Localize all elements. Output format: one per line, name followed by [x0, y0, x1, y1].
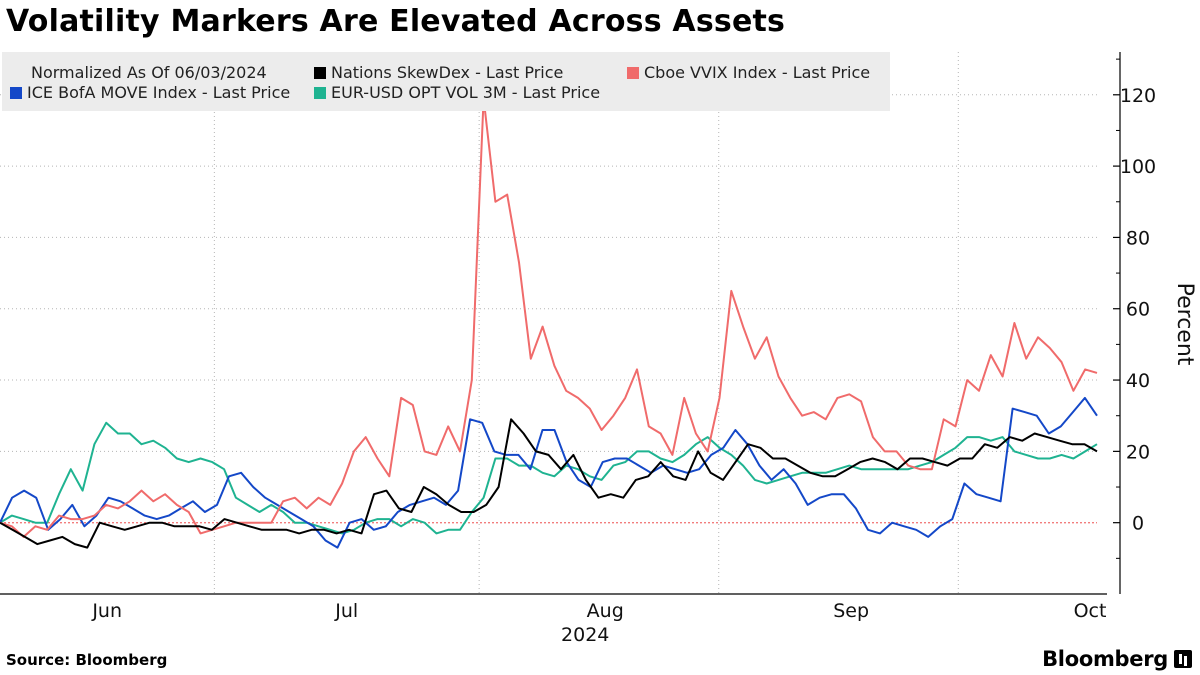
- legend-swatch: [10, 87, 22, 99]
- y-tick-label: 80: [1126, 227, 1150, 249]
- legend-label: ICE BofA MOVE Index - Last Price: [27, 83, 290, 102]
- series-line-3: [0, 396, 1098, 549]
- legend-label: EUR-USD OPT VOL 3M - Last Price: [331, 83, 600, 102]
- legend: Normalized As Of 06/03/2024 Nations Skew…: [2, 52, 890, 111]
- y-tick-label: 120: [1120, 85, 1156, 107]
- legend-note: Normalized As Of 06/03/2024: [31, 63, 267, 82]
- y-tick-label: 100: [1120, 156, 1156, 178]
- legend-swatch: [627, 67, 639, 79]
- source-note: Source: Bloomberg: [6, 651, 168, 669]
- legend-background: [2, 52, 890, 111]
- x-tick-label: Sep: [833, 600, 869, 622]
- x-tick-label: Oct: [1074, 600, 1107, 622]
- legend-label: Cboe VVIX Index - Last Price: [644, 63, 870, 82]
- y-axis-label: Percent: [1172, 283, 1197, 366]
- x-tick-label: Jul: [334, 600, 358, 622]
- chart-title: Volatility Markers Are Elevated Across A…: [6, 4, 786, 39]
- bloomberg-logo: Bloomberg: [1042, 647, 1168, 671]
- x-tick-label: Aug: [587, 600, 624, 622]
- x-year-label: 2024: [561, 624, 609, 646]
- legend-label: Nations SkewDex - Last Price: [331, 63, 563, 82]
- y-tick-label: 0: [1132, 513, 1144, 535]
- bloomberg-badge-icon: [1174, 650, 1192, 668]
- x-tick-label: Jun: [91, 600, 122, 622]
- legend-swatch: [314, 87, 326, 99]
- y-tick-label: 40: [1126, 370, 1150, 392]
- legend-swatch: [314, 67, 326, 79]
- y-tick-label: 60: [1126, 299, 1150, 321]
- series-line-1: [0, 418, 1098, 549]
- y-tick-label: 20: [1126, 441, 1150, 463]
- series-line-2: [0, 97, 1098, 538]
